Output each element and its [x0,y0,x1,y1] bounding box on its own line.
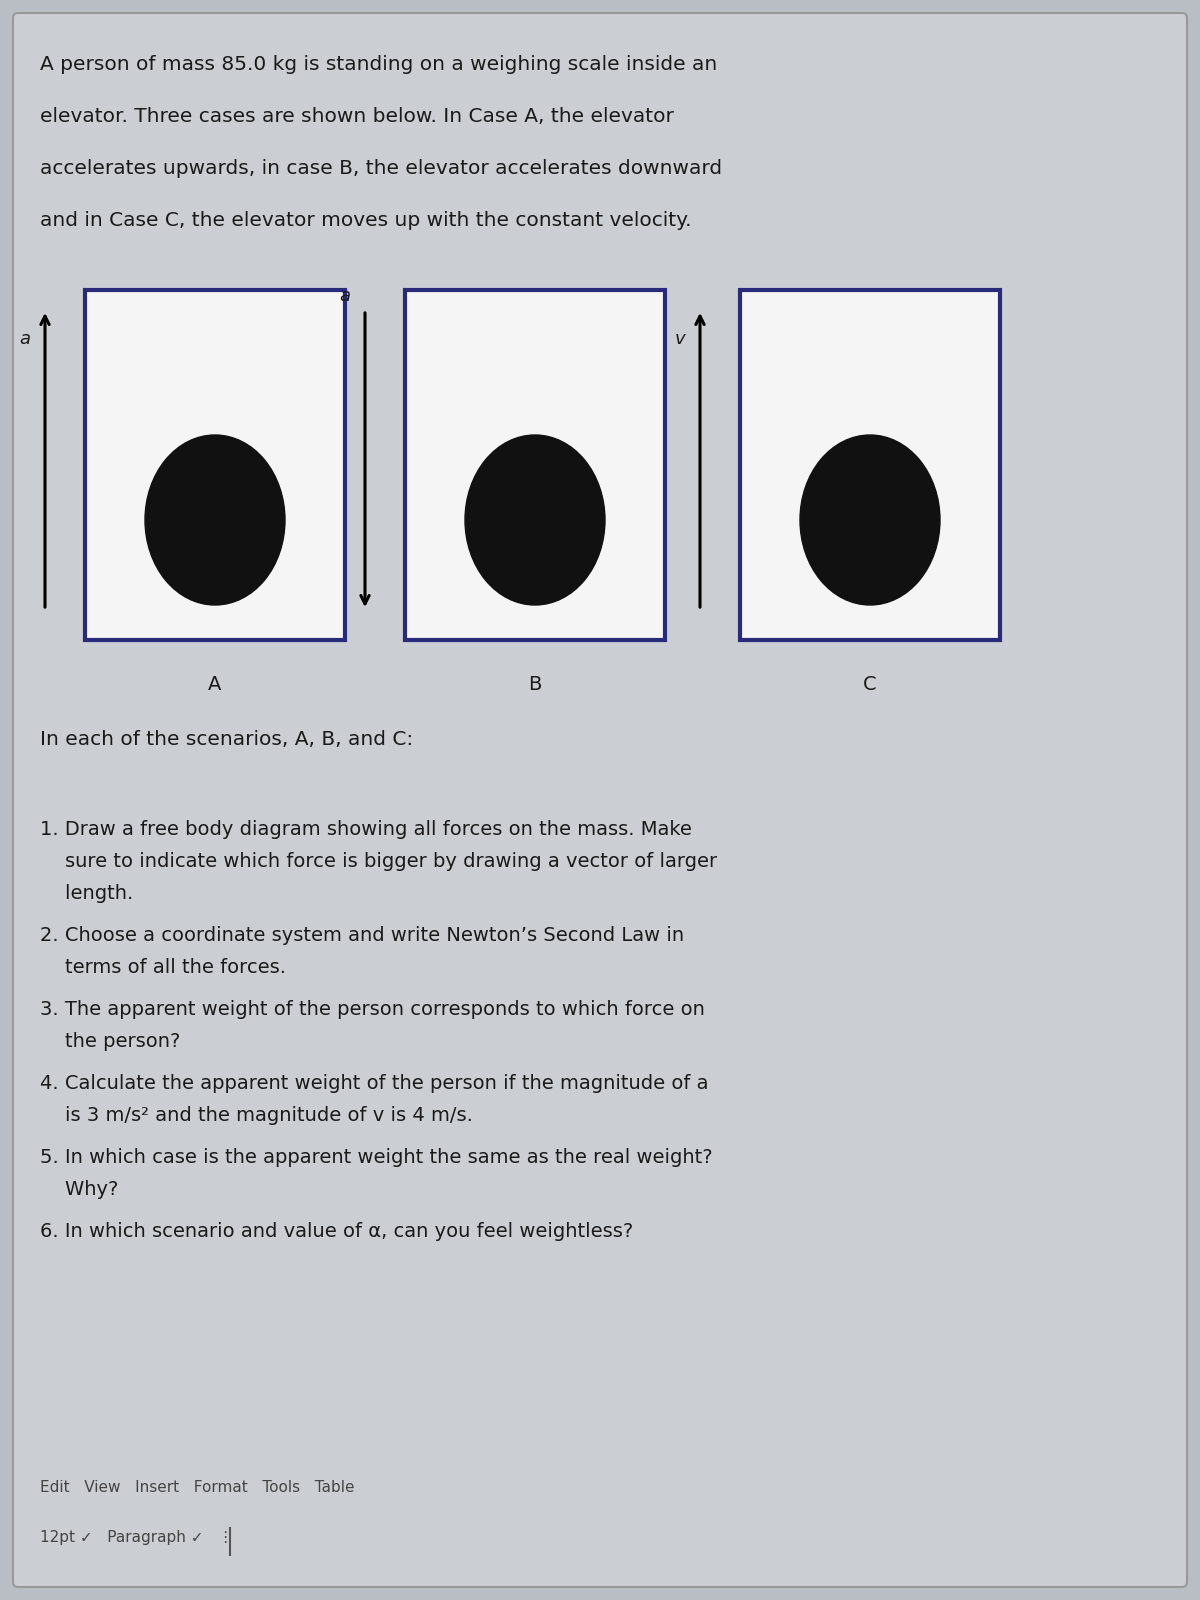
Text: v: v [674,330,685,349]
Text: and in Case C, the elevator moves up with the constant velocity.: and in Case C, the elevator moves up wit… [40,211,691,230]
Text: 6. In which scenario and value of α, can you feel weightless?: 6. In which scenario and value of α, can… [40,1222,634,1242]
Text: accelerates upwards, in case B, the elevator accelerates downward: accelerates upwards, in case B, the elev… [40,158,722,178]
Ellipse shape [145,435,286,605]
Text: a: a [340,286,350,306]
Text: A: A [209,675,222,694]
Text: terms of all the forces.: terms of all the forces. [40,958,286,978]
Text: B: B [528,675,541,694]
Text: 5. In which case is the apparent weight the same as the real weight?: 5. In which case is the apparent weight … [40,1149,713,1166]
Text: sure to indicate which force is bigger by drawing a vector of larger: sure to indicate which force is bigger b… [40,851,718,870]
Text: elevator. Three cases are shown below. In Case A, the elevator: elevator. Three cases are shown below. I… [40,107,674,126]
Ellipse shape [800,435,940,605]
Text: 1. Draw a free body diagram showing all forces on the mass. Make: 1. Draw a free body diagram showing all … [40,819,692,838]
Text: A person of mass 85.0 kg is standing on a weighing scale inside an: A person of mass 85.0 kg is standing on … [40,54,718,74]
Text: 2. Choose a coordinate system and write Newton’s Second Law in: 2. Choose a coordinate system and write … [40,926,684,946]
Text: Edit   View   Insert   Format   Tools   Table: Edit View Insert Format Tools Table [40,1480,354,1494]
Bar [740,290,1000,640]
Text: a: a [19,330,30,349]
Text: Why?: Why? [40,1181,119,1198]
Text: length.: length. [40,883,133,902]
FancyBboxPatch shape [13,13,1187,1587]
Text: 3. The apparent weight of the person corresponds to which force on: 3. The apparent weight of the person cor… [40,1000,704,1019]
Ellipse shape [466,435,605,605]
Bar [85,290,346,640]
Text: C: C [863,675,877,694]
Text: 12pt ✓   Paragraph ✓   ⋮: 12pt ✓ Paragraph ✓ ⋮ [40,1530,233,1546]
Bar [406,290,665,640]
Text: the person?: the person? [40,1032,180,1051]
Text: 4. Calculate the apparent weight of the person if the magnitude of a: 4. Calculate the apparent weight of the … [40,1074,708,1093]
Text: is 3 m/s² and the magnitude of v is 4 m/s.: is 3 m/s² and the magnitude of v is 4 m/… [40,1106,473,1125]
Text: In each of the scenarios, A, B, and C:: In each of the scenarios, A, B, and C: [40,730,413,749]
